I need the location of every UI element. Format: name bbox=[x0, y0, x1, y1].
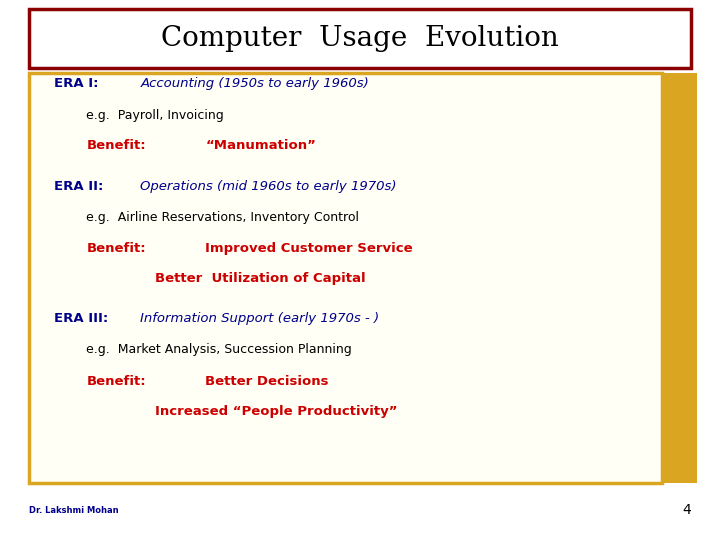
FancyBboxPatch shape bbox=[29, 9, 691, 68]
Text: ERA II:: ERA II: bbox=[54, 180, 104, 193]
Text: ERA III:: ERA III: bbox=[54, 312, 108, 325]
Text: Computer  Usage  Evolution: Computer Usage Evolution bbox=[161, 25, 559, 52]
Text: Benefit:: Benefit: bbox=[86, 375, 146, 388]
Text: Improved Customer Service: Improved Customer Service bbox=[205, 242, 413, 255]
Text: Information Support (early 1970s - ): Information Support (early 1970s - ) bbox=[140, 312, 379, 325]
Text: 4: 4 bbox=[683, 503, 691, 517]
Text: e.g.  Payroll, Invoicing: e.g. Payroll, Invoicing bbox=[86, 109, 224, 122]
Text: Accounting (1950s to early 1960s): Accounting (1950s to early 1960s) bbox=[140, 77, 369, 90]
Text: Increased “People Productivity”: Increased “People Productivity” bbox=[155, 405, 397, 418]
FancyBboxPatch shape bbox=[29, 73, 662, 483]
Text: Better  Utilization of Capital: Better Utilization of Capital bbox=[155, 272, 366, 285]
Text: e.g.  Market Analysis, Succession Planning: e.g. Market Analysis, Succession Plannin… bbox=[86, 343, 352, 356]
Text: Dr. Lakshmi Mohan: Dr. Lakshmi Mohan bbox=[29, 506, 118, 515]
Text: Benefit:: Benefit: bbox=[86, 139, 146, 152]
FancyBboxPatch shape bbox=[662, 73, 697, 483]
Text: ERA I:: ERA I: bbox=[54, 77, 99, 90]
Text: “Manumation”: “Manumation” bbox=[205, 139, 316, 152]
Text: Operations (mid 1960s to early 1970s): Operations (mid 1960s to early 1970s) bbox=[140, 180, 397, 193]
Text: Better Decisions: Better Decisions bbox=[205, 375, 329, 388]
Text: Benefit:: Benefit: bbox=[86, 242, 146, 255]
Text: e.g.  Airline Reservations, Inventory Control: e.g. Airline Reservations, Inventory Con… bbox=[86, 211, 359, 224]
